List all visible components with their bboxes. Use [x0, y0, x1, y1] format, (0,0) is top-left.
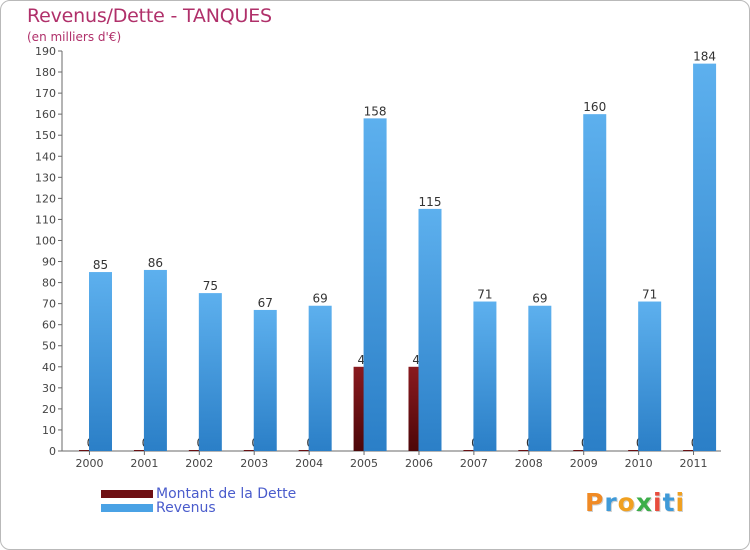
y-tick-label: 180	[35, 66, 56, 79]
bar-revenus	[638, 301, 662, 451]
data-label-revenus: 184	[693, 50, 716, 64]
x-tick-label: 2002	[185, 457, 213, 470]
y-tick-label: 150	[35, 129, 56, 142]
legend-item-dette: Montant de la Dette	[101, 487, 296, 501]
y-tick-label: 0	[49, 445, 56, 458]
bar-revenus	[528, 305, 552, 451]
y-tick-label: 100	[35, 234, 56, 247]
x-tick-label: 2004	[295, 457, 323, 470]
y-tick-label: 130	[35, 171, 56, 184]
bar-revenus	[693, 63, 717, 451]
proxiti-logo: Proxiti	[585, 488, 685, 517]
x-tick-label: 2003	[240, 457, 268, 470]
bar-revenus	[89, 272, 112, 451]
legend-label-revenus: Revenus	[156, 500, 216, 516]
logo-letter: P	[585, 488, 605, 517]
y-tick-label: 160	[35, 108, 56, 121]
y-tick-label: 170	[35, 87, 56, 100]
data-label-revenus: 158	[364, 104, 387, 118]
logo-letter: i	[675, 488, 686, 517]
y-tick-label: 70	[42, 298, 56, 311]
logo-letter: t	[662, 488, 676, 517]
y-tick-label: 80	[42, 277, 56, 290]
y-tick-label: 110	[35, 213, 56, 226]
bar-revenus	[473, 301, 497, 451]
bar-revenus	[198, 293, 222, 451]
legend-label-dette: Montant de la Dette	[156, 486, 297, 502]
y-tick-label: 40	[42, 361, 56, 374]
y-tick-label: 30	[42, 382, 56, 395]
x-tick-label: 2001	[130, 457, 158, 470]
x-tick-label: 2005	[350, 457, 378, 470]
data-label-revenus: 75	[203, 279, 218, 293]
logo-letter: x	[635, 488, 653, 517]
y-tick-label: 190	[35, 45, 56, 58]
chart-subtitle: (en milliers d'€)	[27, 30, 122, 44]
data-label-revenus: 160	[583, 100, 606, 114]
legend-swatch-dette	[101, 490, 153, 498]
x-tick-label: 2010	[625, 457, 653, 470]
data-label-revenus: 69	[313, 292, 328, 306]
data-label-revenus: 69	[532, 292, 547, 306]
y-tick-label: 50	[42, 340, 56, 353]
data-label-revenus: 115	[419, 195, 442, 209]
data-label-revenus: 71	[477, 288, 492, 302]
y-tick-label: 20	[42, 403, 56, 416]
logo-letter: r	[604, 488, 618, 517]
bar-revenus	[363, 118, 387, 452]
y-tick-label: 140	[35, 150, 56, 163]
x-tick-label: 2007	[460, 457, 488, 470]
x-tick-label: 2006	[405, 457, 433, 470]
x-tick-label: 2009	[570, 457, 598, 470]
legend-swatch-revenus	[101, 504, 153, 512]
y-tick-label: 90	[42, 256, 56, 269]
bar-revenus	[308, 305, 332, 451]
x-tick-label: 2008	[515, 457, 543, 470]
bar-revenus	[253, 309, 277, 451]
data-label-revenus: 85	[93, 258, 108, 272]
bar-revenus	[583, 114, 607, 451]
x-tick-label: 2011	[680, 457, 708, 470]
data-label-revenus: 86	[148, 256, 163, 270]
data-label-revenus: 71	[642, 288, 657, 302]
legend-item-revenus: Revenus	[101, 501, 216, 515]
y-tick-label: 60	[42, 319, 56, 332]
y-tick-label: 10	[42, 424, 56, 437]
data-label-revenus: 67	[258, 296, 273, 310]
logo-letter: o	[617, 488, 636, 517]
x-tick-label: 2000	[75, 457, 103, 470]
chart-title: Revenus/Dette - TANQUES	[27, 5, 272, 27]
logo-letter: i	[653, 488, 663, 517]
bar-revenus	[143, 269, 167, 451]
bar-revenus	[418, 208, 442, 451]
y-tick-label: 120	[35, 192, 56, 205]
